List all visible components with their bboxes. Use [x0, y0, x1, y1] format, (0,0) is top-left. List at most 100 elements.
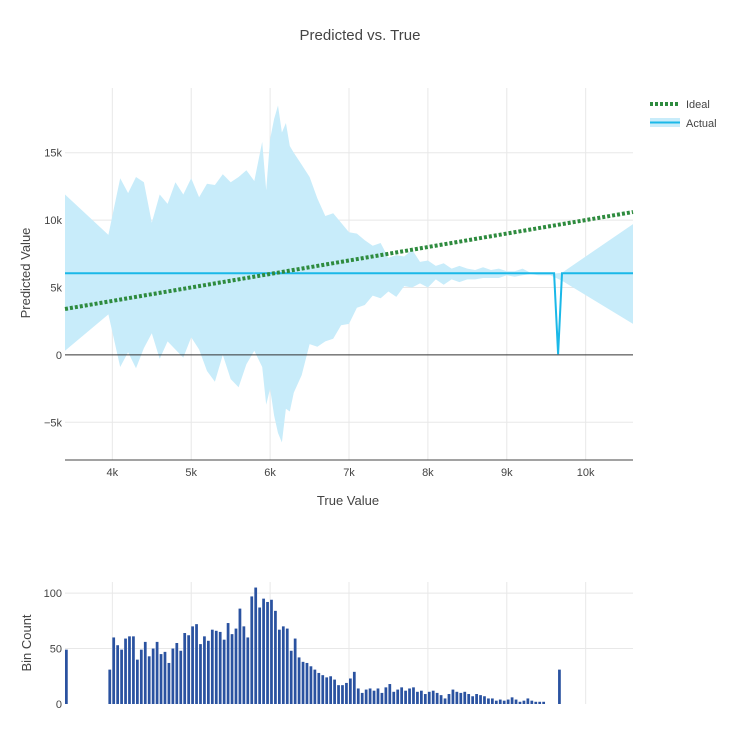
histogram-bar: [522, 700, 526, 704]
histogram-bar: [218, 631, 222, 704]
histogram-bar: [526, 698, 530, 704]
histogram-bar: [305, 662, 309, 704]
main-plot-area: 4k 5k 6k 7k 8k 9k 10k −5k 0 5k 10k 15k: [44, 88, 634, 479]
histogram-bar: [222, 639, 226, 704]
histogram-bar: [151, 648, 155, 704]
histogram-bar: [459, 692, 463, 704]
x-axis-title: True Value: [317, 493, 379, 508]
histogram-bar: [203, 636, 206, 704]
histogram-bar: [408, 688, 411, 704]
histogram-bar: [230, 634, 234, 704]
histogram-bar: [281, 626, 285, 704]
histogram-y-axis-title: Bin Count: [19, 614, 34, 671]
histogram-bar: [502, 700, 506, 704]
histogram-bar: [475, 694, 478, 704]
histogram-bar: [392, 691, 396, 704]
histogram-bar: [439, 695, 443, 704]
histogram-bar: [404, 690, 407, 704]
histogram-y-tick-label: 100: [44, 588, 62, 600]
histogram-bar: [250, 596, 254, 704]
histogram-bar: [337, 685, 340, 704]
histogram-bar: [108, 669, 112, 704]
histogram-bar: [120, 649, 123, 704]
y-tick-label: 5k: [50, 282, 62, 294]
histogram-plot-area: 0 50 100: [44, 582, 633, 711]
histogram-bar: [159, 654, 163, 704]
histogram-bar: [506, 699, 510, 704]
histogram-bar: [420, 690, 423, 704]
legend-item-ideal[interactable]: Ideal: [650, 99, 710, 111]
histogram-bar: [384, 687, 388, 704]
histogram-bar: [514, 699, 518, 704]
histogram-bar: [483, 696, 486, 704]
histogram-bar: [443, 698, 447, 704]
histogram-bar: [427, 691, 431, 704]
histogram-bar: [538, 701, 542, 704]
histogram-bar: [246, 637, 250, 704]
x-tick-label: 4k: [107, 467, 119, 479]
histogram-bar: [199, 644, 202, 704]
histogram-bar: [163, 651, 167, 704]
legend: Ideal Actual: [650, 99, 717, 130]
histogram-bar: [498, 699, 502, 704]
y-tick-label: 15k: [44, 148, 62, 160]
histogram-bar: [285, 628, 289, 704]
histogram-bar: [112, 637, 116, 704]
histogram-bar: [463, 691, 467, 704]
histogram-bar: [364, 689, 368, 704]
x-tick-label: 10k: [577, 467, 595, 479]
main-x-tick-labels: 4k 5k 6k 7k 8k 9k 10k: [107, 467, 596, 479]
legend-item-actual[interactable]: Actual: [650, 118, 717, 130]
histogram-bar: [155, 641, 159, 704]
histogram-bar: [116, 645, 120, 704]
histogram-bar: [467, 694, 471, 704]
histogram-bar: [171, 648, 175, 704]
histogram-bar: [333, 679, 336, 704]
histogram-bar: [254, 587, 258, 704]
histogram-bar: [128, 636, 131, 704]
histogram-bar: [372, 690, 376, 704]
histogram-bar: [479, 695, 482, 704]
histogram-bar: [341, 685, 344, 704]
histogram-bar: [313, 669, 317, 704]
histogram-bar: [317, 672, 321, 704]
histogram-bar: [132, 636, 135, 704]
histogram-bar: [329, 676, 333, 704]
histogram-bar: [183, 633, 187, 704]
main-series-lines: [64, 210, 634, 355]
histogram-bar: [139, 649, 143, 704]
histogram-bar: [238, 608, 242, 704]
histogram-bar: [309, 666, 313, 704]
legend-label-actual: Actual: [686, 118, 717, 130]
histogram-bar: [242, 626, 246, 704]
histogram-bar: [266, 601, 269, 704]
histogram-bar: [270, 599, 273, 704]
histogram-bar: [396, 689, 400, 704]
histogram-bar: [124, 638, 127, 704]
histogram-bar: [558, 669, 561, 704]
histogram-bar: [278, 629, 281, 704]
y-tick-label: 0: [56, 350, 62, 362]
histogram-bar: [136, 659, 139, 704]
histogram-bar: [380, 692, 384, 704]
histogram-bar: [518, 701, 522, 704]
histogram-bar: [167, 662, 171, 704]
histogram-bar: [349, 678, 352, 704]
histogram-bar: [187, 635, 191, 704]
histogram-bar: [297, 657, 301, 704]
histogram-bar: [455, 691, 459, 704]
chart-title: Predicted vs. True: [300, 27, 421, 44]
histogram-bar: [416, 691, 419, 704]
histogram-bar: [195, 624, 198, 704]
y-axis-title: Predicted Value: [18, 228, 33, 319]
histogram-bar: [435, 692, 439, 704]
histogram-bar: [388, 684, 392, 704]
main-y-tick-labels: −5k 0 5k 10k 15k: [44, 148, 63, 430]
histogram-y-tick-labels: 0 50 100: [44, 588, 62, 711]
histogram-bar: [352, 671, 356, 704]
histogram-bar: [289, 650, 293, 704]
histogram-bar: [65, 649, 68, 704]
legend-label-ideal: Ideal: [686, 99, 710, 111]
histogram-bar: [301, 661, 305, 704]
